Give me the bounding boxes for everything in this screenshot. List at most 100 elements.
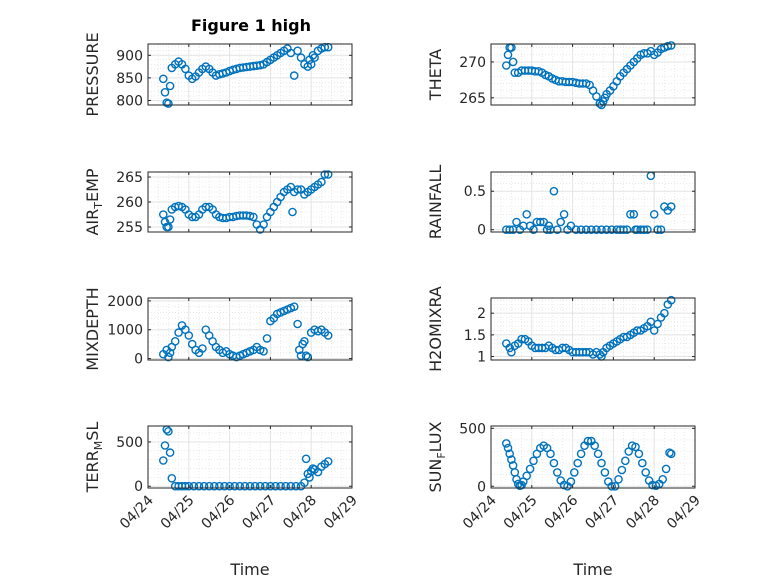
data-point — [653, 319, 662, 329]
data-point — [230, 481, 239, 491]
data-point — [225, 481, 234, 491]
data-point — [259, 346, 268, 356]
y-tick-label: 0 — [477, 223, 486, 239]
data-point — [158, 74, 168, 84]
data-point — [629, 209, 639, 219]
y-tick-label: 1 — [477, 350, 486, 366]
data-point — [501, 439, 511, 448]
axes-box — [147, 43, 353, 106]
y-axis-label: AIRTEMP — [83, 168, 105, 235]
data-point — [323, 170, 333, 179]
y-axis-label: THETA — [426, 49, 445, 101]
x-axis-label: Time — [229, 560, 269, 579]
data-point — [529, 456, 538, 466]
data-point — [581, 225, 591, 234]
data-point — [184, 481, 194, 491]
data-point — [165, 448, 175, 457]
data-point — [189, 481, 199, 491]
y-axis-label: RAINFALL — [426, 165, 445, 240]
data-point — [240, 481, 250, 491]
data-point — [308, 51, 318, 60]
data-point — [634, 449, 644, 459]
data-point — [649, 326, 659, 335]
y-axis-label: H2OMIXRA — [426, 286, 445, 372]
axes-box — [147, 297, 353, 361]
y-ticks — [148, 176, 352, 228]
y-axis-label: MIXDEPTH — [83, 287, 102, 370]
minor-grid — [491, 426, 695, 488]
data-point — [597, 458, 606, 468]
data-point — [663, 41, 673, 51]
subplot-sun-flux: 0 500 SUNFLUX 04/24 04/25 04/26 04/27 04/28 04/2… — [426, 421, 704, 579]
x-tick-label: 04/26 — [542, 492, 582, 532]
y-ticks — [491, 61, 695, 99]
subplot-h2omixra: 1 1.5 2 H2OMIXRA — [426, 286, 696, 372]
data-point — [553, 468, 562, 477]
data-point — [665, 448, 674, 458]
y-tick-label: 500 — [459, 421, 486, 437]
data-point — [181, 64, 190, 74]
x-ticks — [147, 298, 353, 360]
y-tick-label: 900 — [116, 48, 143, 64]
data-point — [293, 185, 302, 194]
data-series — [501, 436, 676, 491]
x-tick-label: 04/29 — [321, 493, 361, 533]
axes-box — [490, 171, 696, 233]
data-point — [323, 457, 333, 466]
data-point — [184, 331, 194, 340]
x-axis-label: Time — [572, 560, 612, 579]
data-point — [503, 443, 513, 453]
data-point — [235, 481, 245, 491]
y-ticks — [148, 54, 352, 101]
data-point — [522, 471, 532, 481]
y-ticks — [491, 427, 695, 487]
data-point — [266, 481, 275, 491]
x-tick-label: 04/25 — [501, 493, 541, 533]
data-point — [164, 99, 173, 108]
x-tick-label: 04/27 — [582, 493, 622, 533]
x-ticks — [490, 44, 696, 105]
data-point — [310, 53, 319, 62]
y-tick-label: 260 — [116, 195, 143, 211]
data-point — [658, 474, 668, 484]
x-tick-label: 04/24 — [117, 492, 157, 532]
y-tick-label: 2 — [477, 306, 486, 322]
data-point — [296, 53, 306, 62]
y-ticks — [491, 312, 695, 358]
data-point — [638, 458, 647, 468]
subplot-pressure: 800 850 900 PRESSURE — [83, 32, 353, 117]
data-point — [317, 177, 326, 187]
data-point — [259, 220, 268, 229]
data-point — [199, 481, 209, 491]
data-point — [666, 295, 676, 305]
data-point — [522, 209, 532, 219]
data-point — [160, 441, 170, 450]
x-tick-label: 04/27 — [239, 493, 279, 533]
data-point — [559, 209, 569, 219]
data-point — [626, 209, 635, 219]
data-point — [643, 225, 652, 234]
data-point — [165, 215, 175, 224]
data-series — [158, 425, 333, 491]
y-ticks — [148, 300, 352, 360]
y-tick-label: 0 — [477, 479, 486, 495]
figure-title: Figure 1 high — [191, 16, 311, 35]
data-point — [288, 207, 297, 217]
data-point — [649, 209, 659, 219]
y-tick-label: 1000 — [107, 323, 143, 339]
data-point — [167, 473, 177, 483]
y-axis-label: PRESSURE — [83, 32, 102, 116]
data-point — [666, 202, 676, 211]
x-tick-label: 04/28 — [623, 493, 663, 533]
y-tick-label: 270 — [459, 55, 486, 71]
data-point — [600, 468, 610, 477]
data-point — [536, 217, 545, 227]
data-point — [262, 334, 272, 343]
data-point — [160, 88, 170, 97]
data-point — [592, 225, 601, 234]
data-point — [607, 481, 617, 491]
data-point — [542, 225, 552, 234]
y-ticks — [148, 441, 352, 487]
data-point — [622, 225, 632, 234]
